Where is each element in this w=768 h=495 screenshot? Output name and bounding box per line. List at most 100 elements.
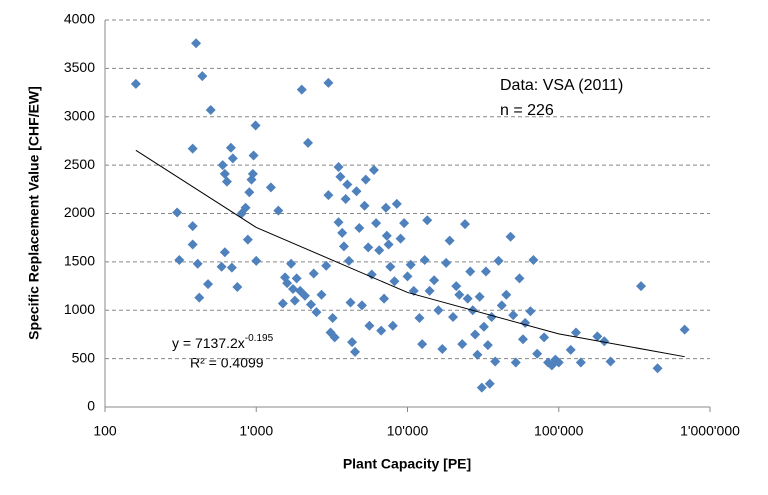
data-point <box>299 290 310 301</box>
data-point <box>493 255 504 266</box>
data-point <box>308 268 319 279</box>
data-point <box>553 357 564 368</box>
data-point <box>316 289 327 300</box>
data-point <box>405 259 416 270</box>
data-point <box>227 153 238 164</box>
data-point <box>472 349 483 360</box>
data-point <box>636 281 647 292</box>
data-point <box>389 276 400 287</box>
data-point <box>250 120 261 131</box>
data-point <box>216 261 227 272</box>
data-point <box>321 260 332 271</box>
data-point <box>221 176 232 187</box>
data-point <box>351 186 362 197</box>
data-point <box>333 162 344 173</box>
data-point <box>437 343 448 354</box>
data-point <box>323 190 334 201</box>
data-point <box>501 289 512 300</box>
y-tick-label: 1000 <box>64 301 95 317</box>
data-point <box>345 297 356 308</box>
y-tick-label: 4000 <box>64 11 95 27</box>
data-point <box>288 283 299 294</box>
data-point <box>484 378 495 389</box>
data-point <box>482 340 493 351</box>
data-point <box>402 271 413 282</box>
data-point <box>457 339 468 350</box>
x-tick-label: 100'000 <box>534 423 584 439</box>
y-tick-label: 3500 <box>64 59 95 75</box>
data-point <box>248 150 259 161</box>
data-point <box>282 278 293 289</box>
data-point <box>525 306 536 317</box>
data-point <box>219 168 230 179</box>
source-note: Data: VSA (2011) <box>500 77 623 94</box>
data-point <box>462 293 473 304</box>
data-point <box>380 202 391 213</box>
data-point <box>451 281 462 292</box>
y-tick-label: 1500 <box>64 253 95 269</box>
data-point <box>366 269 377 280</box>
r-squared: R² = 0.4099 <box>190 355 264 371</box>
data-point <box>194 292 205 303</box>
data-point <box>448 312 459 323</box>
data-point <box>244 187 255 198</box>
data-point <box>192 258 203 269</box>
data-point <box>130 78 141 89</box>
equation-base: y = 7137.2x <box>172 335 245 351</box>
data-point <box>174 254 185 265</box>
data-point <box>652 363 663 374</box>
y-tick-label: 3000 <box>64 107 95 123</box>
data-point <box>226 262 237 273</box>
data-point <box>219 247 230 258</box>
data-point <box>342 179 353 190</box>
data-point <box>323 77 334 88</box>
data-point <box>465 266 476 277</box>
data-point <box>363 242 374 253</box>
x-tick-label: 10'000 <box>387 423 429 439</box>
data-point <box>337 227 348 238</box>
data-point <box>470 329 481 340</box>
data-point <box>197 71 208 82</box>
y-tick-label: 2000 <box>64 204 95 220</box>
data-point <box>333 217 344 228</box>
data-point <box>381 230 392 241</box>
data-point <box>225 142 236 153</box>
data-point <box>172 207 183 218</box>
data-point <box>508 310 519 321</box>
data-point <box>510 357 521 368</box>
data-point <box>476 382 487 393</box>
data-point <box>539 332 550 343</box>
data-point <box>379 293 390 304</box>
data-point <box>460 219 471 230</box>
data-point <box>296 84 307 95</box>
data-point <box>350 346 361 357</box>
y-tick-label: 0 <box>87 398 95 414</box>
data-point <box>444 235 455 246</box>
data-point <box>376 325 387 336</box>
data-point <box>242 234 253 245</box>
data-point <box>599 336 610 347</box>
data-point <box>368 164 379 175</box>
data-point <box>232 282 243 293</box>
data-point <box>387 320 398 331</box>
x-tick-label: 1'000'000 <box>680 423 740 439</box>
trendline <box>135 149 685 358</box>
data-point <box>340 193 351 204</box>
data-point <box>305 299 316 310</box>
data-point <box>517 334 528 345</box>
data-point <box>592 331 603 342</box>
y-axis-label: Specific Replacement Value [CHF/EW] <box>26 86 42 340</box>
data-point <box>454 289 465 300</box>
data-point <box>429 275 440 286</box>
data-point <box>360 174 371 185</box>
data-point <box>354 223 365 234</box>
data-point <box>374 245 385 256</box>
data-point <box>575 357 586 368</box>
data-point <box>343 255 354 266</box>
data-point <box>291 273 302 284</box>
data-point <box>474 291 485 302</box>
data-point <box>356 300 367 311</box>
data-point <box>532 348 543 359</box>
data-point <box>273 205 284 216</box>
